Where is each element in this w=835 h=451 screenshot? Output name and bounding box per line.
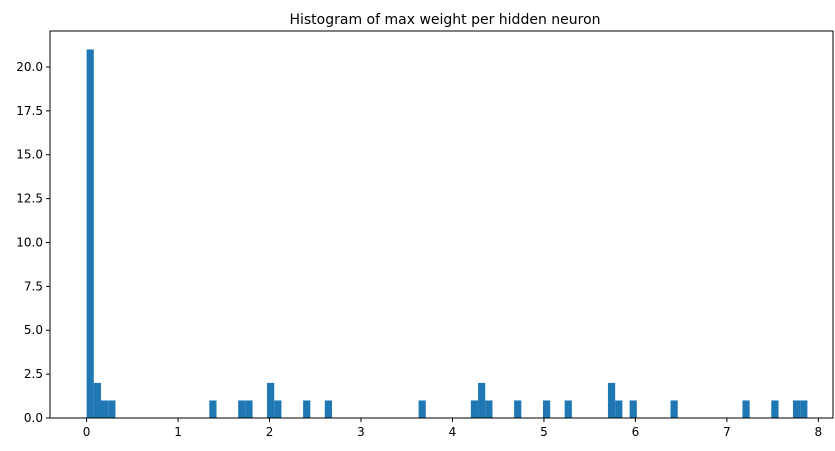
y-tick-label: 5.0 (24, 323, 43, 337)
y-tick-label: 0.0 (24, 411, 43, 425)
x-tick-label: 6 (632, 425, 640, 439)
y-tick-label: 12.5 (16, 192, 43, 206)
histogram-bar (800, 400, 808, 418)
histogram-bar (514, 400, 522, 418)
histogram-bar (108, 400, 116, 418)
bars-group (86, 49, 808, 419)
y-tick-label: 17.5 (16, 104, 43, 118)
histogram-bar (238, 400, 246, 418)
histogram-bar (101, 400, 109, 418)
x-tick-label: 8 (815, 425, 823, 439)
y-tick-label: 2.5 (24, 367, 43, 381)
histogram-bar (485, 400, 493, 418)
histogram-bar (771, 400, 779, 418)
histogram-bar (267, 382, 275, 418)
x-tick-label: 1 (174, 425, 182, 439)
histogram-bar (209, 400, 217, 418)
x-tick-label: 5 (540, 425, 548, 439)
y-tick-label: 10.0 (16, 235, 43, 249)
x-tick-label: 3 (357, 425, 365, 439)
histogram-bar (470, 400, 479, 418)
histogram-bar (615, 400, 623, 418)
histogram-bar (245, 400, 253, 418)
y-tick-label: 15.0 (16, 148, 43, 162)
histogram-bar (670, 400, 678, 418)
histogram-bar (607, 382, 616, 418)
histogram-bar (93, 382, 102, 418)
histogram-bar (542, 400, 551, 418)
histogram-bar (418, 400, 426, 418)
histogram-bar (742, 400, 750, 418)
histogram-bar (564, 400, 572, 418)
histogram-bar (478, 382, 486, 418)
histogram-bar (303, 400, 311, 418)
x-tick-label: 2 (266, 425, 274, 439)
y-tick-label: 20.0 (16, 60, 43, 74)
plot-frame (49, 30, 834, 419)
histogram-bar (792, 400, 801, 418)
y-tick-label: 7.5 (24, 279, 43, 293)
chart-title: Histogram of max weight per hidden neuro… (289, 12, 600, 28)
histogram-bar (274, 400, 282, 418)
y-axis: 0.0 2.5 5.0 7.5 10.0 12.5 15.0 17.5 20.0 (16, 60, 50, 425)
histogram-bar (86, 49, 94, 419)
x-tick-label: 4 (449, 425, 457, 439)
histogram-bar (324, 400, 332, 418)
x-axis: 0 1 2 3 4 5 6 7 8 (83, 418, 822, 439)
x-tick-label: 7 (723, 425, 731, 439)
histogram-bar (629, 400, 637, 418)
x-tick-label: 0 (83, 425, 91, 439)
